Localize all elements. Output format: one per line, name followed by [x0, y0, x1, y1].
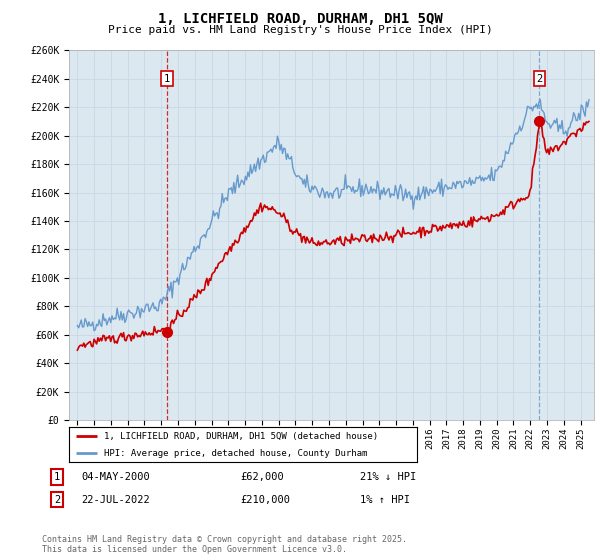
Text: 1: 1 [54, 472, 60, 482]
Text: 1: 1 [164, 74, 170, 84]
Text: Contains HM Land Registry data © Crown copyright and database right 2025.
This d: Contains HM Land Registry data © Crown c… [42, 535, 407, 554]
Text: HPI: Average price, detached house, County Durham: HPI: Average price, detached house, Coun… [104, 449, 367, 458]
Text: 22-JUL-2022: 22-JUL-2022 [81, 494, 150, 505]
Text: 1% ↑ HPI: 1% ↑ HPI [360, 494, 410, 505]
Text: £210,000: £210,000 [240, 494, 290, 505]
Text: £62,000: £62,000 [240, 472, 284, 482]
Text: Price paid vs. HM Land Registry's House Price Index (HPI): Price paid vs. HM Land Registry's House … [107, 25, 493, 35]
Text: 2: 2 [536, 74, 542, 84]
Text: 04-MAY-2000: 04-MAY-2000 [81, 472, 150, 482]
Text: 1, LICHFIELD ROAD, DURHAM, DH1 5QW: 1, LICHFIELD ROAD, DURHAM, DH1 5QW [158, 12, 442, 26]
Text: 21% ↓ HPI: 21% ↓ HPI [360, 472, 416, 482]
Text: 2: 2 [54, 494, 60, 505]
Text: 1, LICHFIELD ROAD, DURHAM, DH1 5QW (detached house): 1, LICHFIELD ROAD, DURHAM, DH1 5QW (deta… [104, 431, 378, 441]
